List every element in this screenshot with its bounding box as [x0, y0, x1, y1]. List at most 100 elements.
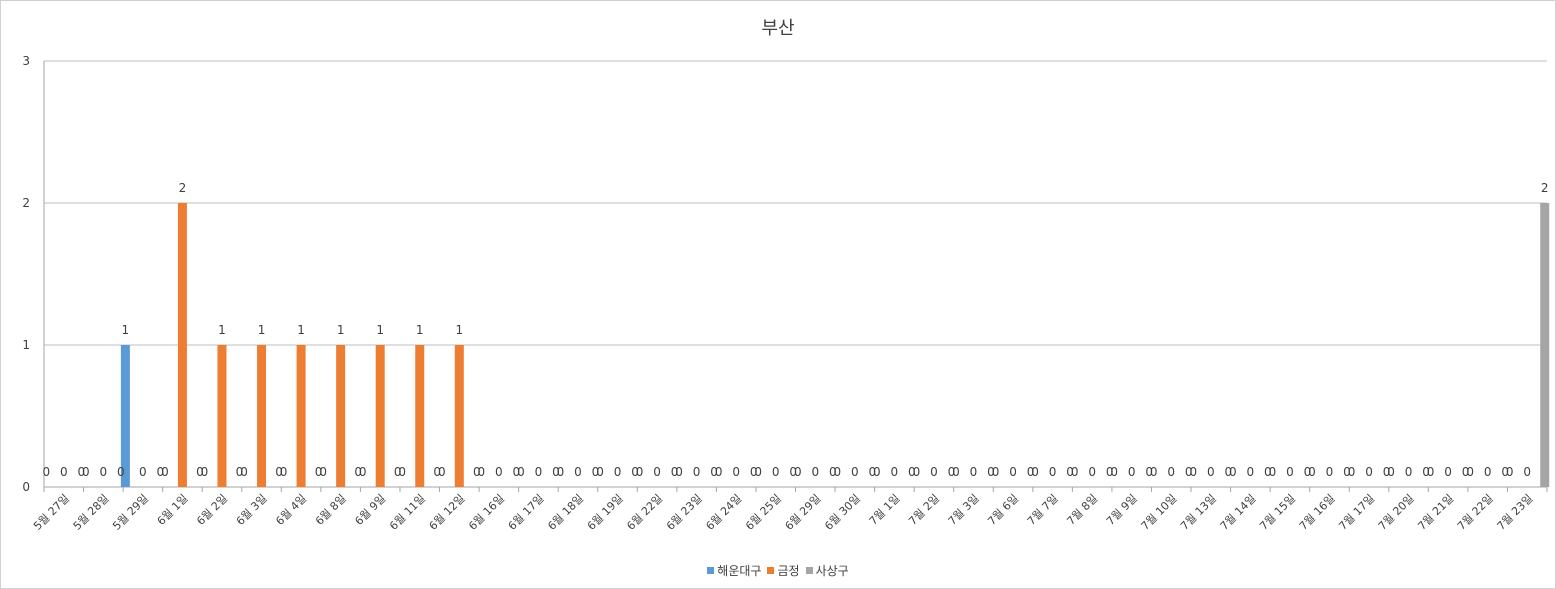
legend-item: 금정 [767, 562, 800, 579]
bar [375, 345, 385, 487]
data-label: 0 [473, 465, 481, 479]
data-label: 0 [1027, 465, 1035, 479]
data-label: 0 [275, 465, 283, 479]
x-tick-label: 7월 10일 [1138, 491, 1180, 533]
chart-title: 부산 [761, 18, 795, 39]
bar [257, 345, 267, 487]
x-tick-label: 7월 2일 [905, 491, 942, 528]
data-label: 0 [636, 465, 644, 479]
data-label: 0 [1229, 465, 1237, 479]
bar [177, 203, 187, 487]
data-label: 1 [122, 323, 130, 337]
data-labels: 0 010 0 0 0 0 0 0 0 0 0 0 0 0 0 0 0 0 0 0 0 0 0 0 0 0 0 0 0 0 0 0 0 0 0 00 0… [42, 181, 1548, 479]
data-label: 0 [834, 465, 842, 479]
data-label: 0 [873, 465, 881, 479]
x-tick-label: 7월 21일 [1415, 491, 1457, 533]
legend-item: 사상구 [805, 562, 849, 579]
x-tick-label: 5월 28일 [70, 491, 112, 533]
x-tick-label: 6월 17일 [505, 491, 547, 533]
x-tick-label: 6월 8일 [312, 491, 349, 528]
data-label: 0 [1523, 465, 1531, 479]
data-label: 0 [829, 465, 837, 479]
data-label: 0 [1304, 465, 1312, 479]
data-label: 0 [693, 465, 701, 479]
data-label: 0 [811, 465, 819, 479]
data-label: 0 [1427, 465, 1435, 479]
data-label: 0 [671, 465, 679, 479]
data-label: 0 [1383, 465, 1391, 479]
data-label: 0 [754, 465, 762, 479]
data-label: 0 [1207, 465, 1215, 479]
data-label: 0 [60, 465, 68, 479]
data-label: 0 [1049, 465, 1057, 479]
bar [217, 345, 227, 487]
x-tick-label: 7월 1일 [866, 491, 903, 528]
data-label: 0 [319, 465, 327, 479]
x-tick-label: 6월 16일 [465, 491, 507, 533]
data-label: 0 [1326, 465, 1334, 479]
data-label: 0 [433, 465, 441, 479]
data-label: 1 [376, 323, 384, 337]
x-tick-label: 6월 2일 [194, 491, 231, 528]
data-label: 0 [596, 465, 604, 479]
data-label: 0 [992, 465, 1000, 479]
data-label: 0 [869, 465, 877, 479]
data-label: 0 [1088, 465, 1096, 479]
data-label: 0 [1405, 465, 1413, 479]
data-label: 0 [117, 465, 125, 479]
bar [415, 345, 425, 487]
data-label: 0 [574, 465, 582, 479]
data-label: 0 [157, 465, 165, 479]
data-label: 0 [315, 465, 323, 479]
x-tick-label: 6월 1일 [154, 491, 191, 528]
data-label: 1 [258, 323, 266, 337]
legend-label: 사상구 [815, 564, 849, 578]
data-label: 0 [750, 465, 758, 479]
data-label: 0 [891, 465, 899, 479]
data-label: 0 [1009, 465, 1017, 479]
x-tick-label: 6월 3일 [233, 491, 270, 528]
data-label: 0 [789, 465, 797, 479]
data-label: 0 [77, 465, 85, 479]
legend-label: 해운대구 [717, 564, 762, 578]
bars [120, 203, 1550, 487]
y-tick-label: 0 [22, 480, 30, 494]
data-label: 0 [557, 465, 565, 479]
data-label: 0 [631, 465, 639, 479]
data-label: 0 [1167, 465, 1175, 479]
data-label: 0 [1150, 465, 1158, 479]
x-tick-label: 7월 17일 [1336, 491, 1378, 533]
data-label: 0 [653, 465, 661, 479]
x-tick-label: 7월 9일 [1103, 491, 1140, 528]
data-label: 1 [455, 323, 463, 337]
data-label: 0 [1365, 465, 1373, 479]
legend-item: 해운대구 [707, 562, 761, 579]
data-label: 0 [1110, 465, 1118, 479]
data-label: 0 [1224, 465, 1232, 479]
x-tick-label: 7월 23일 [1494, 491, 1536, 533]
data-label: 0 [438, 465, 446, 479]
data-label: 0 [513, 465, 521, 479]
data-label: 0 [1247, 465, 1255, 479]
data-label: 0 [196, 465, 204, 479]
data-label: 0 [675, 465, 683, 479]
data-label: 0 [851, 465, 859, 479]
data-label: 0 [1484, 465, 1492, 479]
x-tick-label: 7월 20일 [1375, 491, 1417, 533]
data-label: 0 [1387, 465, 1395, 479]
x-tick-label: 6월 24일 [703, 491, 745, 533]
x-tick-label: 6월 30일 [821, 491, 863, 533]
data-label: 0 [1506, 465, 1514, 479]
x-tick-label: 6월 12일 [426, 491, 468, 533]
data-label: 0 [1264, 465, 1272, 479]
data-label: 0 [614, 465, 622, 479]
data-label: 2 [179, 181, 187, 195]
data-label: 0 [139, 465, 147, 479]
gridlines [43, 60, 1547, 488]
x-tick-label: 6월 23일 [663, 491, 705, 533]
x-tick-label: 6월 18일 [545, 491, 587, 533]
data-label: 0 [794, 465, 802, 479]
legend-swatch [805, 567, 813, 574]
legend-label: 금정 [777, 564, 800, 578]
bar [120, 345, 130, 487]
